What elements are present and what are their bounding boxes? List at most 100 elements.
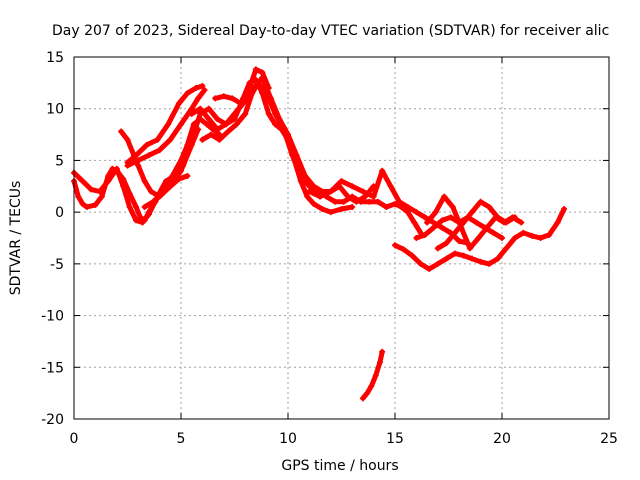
x-tick-labels: 0 5 10 15 20 25 <box>70 431 618 447</box>
data-point <box>499 235 505 241</box>
data-point <box>135 157 142 164</box>
data-point <box>451 229 458 236</box>
data-point <box>469 209 476 216</box>
data-point <box>199 136 206 143</box>
data-point <box>145 211 152 218</box>
data-point <box>184 172 191 179</box>
data-point <box>460 252 467 259</box>
data-point <box>304 193 311 200</box>
data-point <box>430 224 437 231</box>
data-point <box>231 110 238 117</box>
y-tick-label: 15 <box>46 50 64 66</box>
data-point <box>413 209 420 216</box>
y-tick-label: -20 <box>41 412 64 428</box>
data-point <box>167 183 174 190</box>
data-point <box>392 200 398 207</box>
data-point <box>486 203 493 210</box>
x-tick-label: 15 <box>386 431 404 447</box>
data-point <box>124 159 131 166</box>
data-point <box>237 100 244 107</box>
data-point <box>503 245 510 252</box>
data-point <box>184 90 191 97</box>
plot-frame <box>73 56 610 420</box>
data-point <box>252 66 259 73</box>
data-point <box>441 193 448 200</box>
data-point <box>220 93 227 100</box>
data-point <box>163 178 170 185</box>
data-point <box>280 126 287 133</box>
data-point <box>233 121 240 128</box>
data-point <box>404 209 411 216</box>
data-point <box>105 178 112 185</box>
data-point <box>409 252 416 259</box>
data-point <box>195 95 202 102</box>
data-point <box>528 232 535 239</box>
data-point <box>259 69 266 76</box>
data-point <box>145 152 152 159</box>
data-point <box>546 231 553 238</box>
data-point <box>263 90 270 97</box>
data-point <box>359 188 366 195</box>
data-point <box>141 178 148 185</box>
data-point <box>133 203 140 210</box>
data-point <box>413 235 420 241</box>
data-point <box>75 193 82 200</box>
x-tick-label: 5 <box>177 431 186 447</box>
data-point <box>432 209 439 216</box>
data-point <box>199 82 206 89</box>
data-point <box>447 214 454 221</box>
data-point <box>207 131 214 138</box>
data-point <box>477 258 484 265</box>
data-point <box>338 178 345 185</box>
data-point <box>310 200 317 207</box>
data-point <box>289 152 296 159</box>
y-tick-label: 5 <box>55 153 64 169</box>
data-point <box>124 136 131 143</box>
data-point <box>327 188 334 195</box>
data-point <box>379 348 386 355</box>
data-point <box>374 198 381 205</box>
y-tick-label: 10 <box>46 102 64 118</box>
data-point <box>306 188 313 195</box>
data-point <box>205 116 212 123</box>
data-point <box>319 206 326 213</box>
data-point <box>259 74 266 81</box>
x-tick-label: 10 <box>279 431 297 447</box>
data-point <box>83 203 90 210</box>
axis-ticks <box>73 56 610 420</box>
data-point <box>222 121 229 128</box>
y-tick-label: -10 <box>41 309 64 325</box>
data-point <box>481 224 488 231</box>
data-point <box>133 152 140 159</box>
data-point <box>460 219 467 226</box>
data-point <box>349 193 356 200</box>
x-axis-label: GPS time / hours <box>281 458 398 474</box>
data-series <box>71 66 568 402</box>
data-point <box>175 176 182 183</box>
data-point <box>126 203 133 210</box>
data-point <box>417 260 424 267</box>
data-point <box>503 219 510 226</box>
data-point <box>475 235 482 241</box>
data-point <box>370 193 377 200</box>
data-point <box>469 255 476 262</box>
data-point <box>439 224 446 231</box>
data-point <box>188 105 195 112</box>
grid-lines <box>74 57 609 419</box>
data-point <box>98 193 105 200</box>
data-point <box>225 128 232 135</box>
data-point <box>368 382 375 389</box>
data-point <box>439 217 446 224</box>
data-point <box>188 141 195 148</box>
data-point <box>167 136 174 143</box>
data-point <box>197 105 204 112</box>
data-point <box>143 141 150 148</box>
data-point <box>404 203 411 210</box>
data-point <box>357 198 364 205</box>
data-point <box>364 390 371 397</box>
data-point <box>349 183 356 190</box>
data-point <box>205 105 212 112</box>
data-point <box>154 136 161 143</box>
data-point <box>201 87 208 94</box>
series-line <box>306 168 471 246</box>
